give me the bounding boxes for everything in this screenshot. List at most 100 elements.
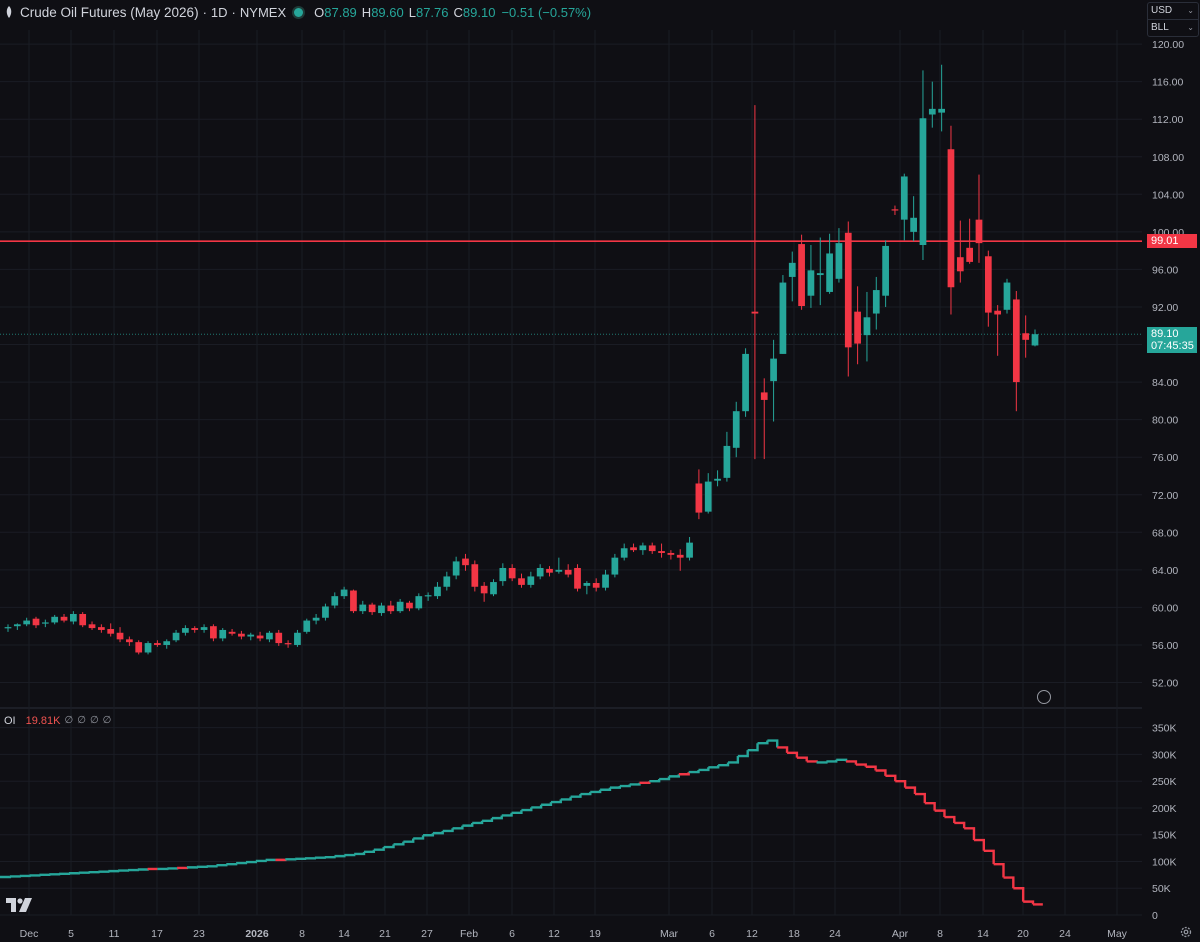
time-axis[interactable]: Dec 5 11 17 23 2026 8 14 21 27 Feb 6 12 19 Mar 6 12 18 24 A… [20, 928, 1128, 940]
high-label: H [361, 4, 372, 20]
open-interest-series [0, 739, 1043, 906]
tradingview-logo-icon[interactable] [6, 897, 32, 913]
oi-step-segment [944, 815, 956, 823]
oi-step-segment [718, 762, 730, 767]
oi-step-segment [442, 828, 454, 833]
oi-step-segment [354, 851, 366, 856]
oi-step-segment [796, 756, 808, 762]
oi-step-segment [177, 866, 189, 870]
candle [863, 291, 871, 362]
oi-step-segment [39, 873, 51, 877]
replay-icon[interactable] [1037, 690, 1051, 704]
candle [583, 581, 591, 595]
candle [900, 173, 908, 241]
price-axis[interactable]: 52.00 56.00 60.00 64.00 68.00 72.00 76.00 80.00… [1142, 0, 1200, 942]
candle [415, 593, 423, 611]
candle-body [900, 176, 908, 220]
candle-body [387, 605, 395, 612]
oi-label[interactable]: OI [4, 715, 16, 727]
price-tick-label: 76.00 [1152, 452, 1178, 464]
oi-step-segment [609, 786, 621, 789]
candle-body [536, 567, 544, 577]
candle [60, 613, 68, 623]
candle-body [723, 445, 731, 478]
oi-step-segment [698, 767, 710, 772]
currency-select[interactable]: USD ⌄ [1148, 3, 1198, 19]
oi-step-segment [954, 821, 966, 829]
oi-step-segment [1003, 876, 1015, 889]
symbol-title[interactable]: Crude Oil Futures (May 2026) [20, 4, 199, 20]
candle-body [760, 392, 768, 400]
candle [676, 549, 684, 571]
candle [144, 641, 152, 655]
oi-step-segment [541, 802, 553, 806]
oi-tick-label: 150K [1152, 830, 1177, 842]
interval[interactable]: 1D [210, 4, 228, 20]
oi-step-segment [423, 833, 435, 837]
oi-step-segment [314, 856, 326, 859]
candle-body [658, 551, 665, 553]
candle-body [23, 620, 31, 625]
oi-step-segment [806, 760, 818, 763]
oi-step-segment [521, 807, 533, 812]
oi-step-segment [905, 786, 917, 795]
candle-body [872, 290, 880, 314]
candle [723, 431, 731, 482]
candle [79, 612, 87, 628]
time-tick-label: Feb [460, 928, 478, 940]
candle [350, 589, 357, 614]
horizontal-line-price-tag[interactable]: 99.01 [1147, 234, 1197, 248]
candle-body [462, 558, 469, 566]
price-tick-label: 116.00 [1152, 77, 1183, 89]
candle [1031, 329, 1039, 347]
candle-body [583, 583, 591, 586]
candle-body [956, 257, 964, 272]
oi-step-segment [373, 847, 385, 851]
oi-tick-label: 50K [1152, 883, 1171, 895]
candle-body [844, 232, 852, 348]
currency-unit-selector[interactable]: USD ⌄ BLL ⌄ [1147, 2, 1199, 37]
candle [686, 537, 693, 561]
oi-tick-label: 300K [1152, 749, 1177, 761]
oi-step-segment [826, 759, 838, 763]
candle-body [275, 632, 283, 644]
candle-body [79, 613, 87, 626]
oi-step-segment [472, 820, 484, 825]
time-tick-label: 11 [109, 928, 120, 940]
oi-placeholder: ∅ [102, 715, 112, 726]
time-tick-label: 5 [68, 928, 74, 940]
oi-placeholder: ∅ [89, 715, 99, 726]
candle [322, 603, 329, 621]
oi-axis[interactable]: 0 50K 100K 150K 200K 250K 300K 350K [1152, 723, 1177, 922]
price-tick-label: 52.00 [1152, 678, 1178, 690]
candle [602, 569, 609, 591]
oi-step-segment [118, 869, 130, 872]
oi-step-segment [167, 867, 179, 870]
candle-body [1022, 333, 1030, 340]
oi-step-segment [49, 873, 61, 876]
oi-step-segment [226, 862, 238, 866]
price-axis-bg [1142, 0, 1200, 942]
settings-icon[interactable] [1180, 926, 1192, 938]
candle [527, 571, 535, 588]
low-label: L [408, 4, 416, 20]
unit-select[interactable]: BLL ⌄ [1148, 19, 1198, 36]
candle-body [1003, 282, 1011, 310]
candle [256, 631, 264, 642]
time-tick-label: 19 [589, 928, 601, 940]
candle [406, 600, 413, 612]
oi-step-segment [531, 804, 543, 809]
time-tick-label: 20 [1017, 928, 1029, 940]
oi-step-segment [639, 781, 651, 785]
candle [387, 600, 395, 614]
candle [107, 623, 115, 637]
candle [751, 105, 759, 460]
candle [704, 473, 712, 514]
status-dot-icon [294, 7, 304, 17]
oi-step-segment [924, 801, 936, 811]
candle-body [1012, 299, 1020, 383]
candle [994, 305, 1002, 356]
oi-step-segment [29, 874, 41, 877]
oi-step-segment [108, 869, 120, 873]
